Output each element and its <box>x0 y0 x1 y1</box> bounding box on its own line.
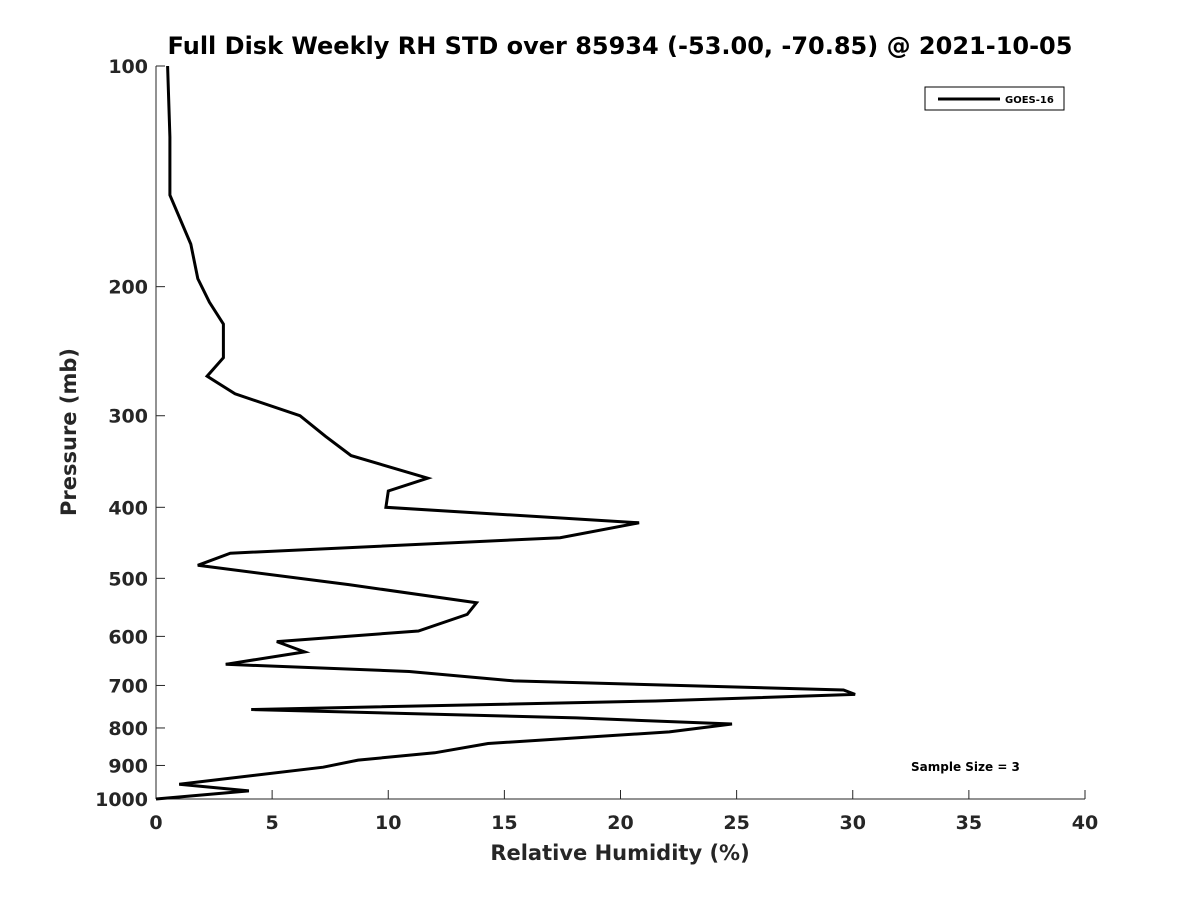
x-tick-label: 5 <box>266 812 279 834</box>
y-tick-label: 1000 <box>95 789 148 811</box>
x-tick-label: 35 <box>956 812 982 834</box>
legend: GOES-16 <box>924 86 1065 111</box>
x-tick-label: 25 <box>723 812 749 834</box>
y-tick-label: 700 <box>108 675 148 697</box>
legend-label: GOES-16 <box>1005 95 1054 106</box>
y-axis-label: Pressure (mb) <box>57 348 81 516</box>
y-tick-label: 900 <box>108 755 148 777</box>
y-ticks: 100 200 300 400 500 600 700 800 900 1000 <box>95 56 165 811</box>
x-tick-label: 0 <box>149 812 162 834</box>
series-layer <box>155 65 856 801</box>
chart-title: Full Disk Weekly RH STD over 85934 (-53.… <box>168 32 1073 60</box>
y-tick-label: 800 <box>108 718 148 740</box>
x-tick-label: 20 <box>607 812 633 834</box>
x-ticks: 0 5 10 15 20 25 30 35 40 <box>149 790 1098 834</box>
y-tick-label: 100 <box>108 56 148 78</box>
y-tick-label: 300 <box>108 406 148 428</box>
sample-size-annotation: Sample Size = 3 <box>911 760 1020 774</box>
x-tick-label: 10 <box>375 812 401 834</box>
y-tick-label: 600 <box>108 626 148 648</box>
y-tick-label: 400 <box>108 497 148 519</box>
x-tick-label: 15 <box>491 812 517 834</box>
series-line-0 <box>155 65 856 801</box>
x-tick-label: 30 <box>840 812 866 834</box>
y-tick-label: 200 <box>108 277 148 299</box>
y-tick-label: 500 <box>108 568 148 590</box>
x-tick-label: 40 <box>1072 812 1098 834</box>
x-axis-label: Relative Humidity (%) <box>490 841 749 865</box>
